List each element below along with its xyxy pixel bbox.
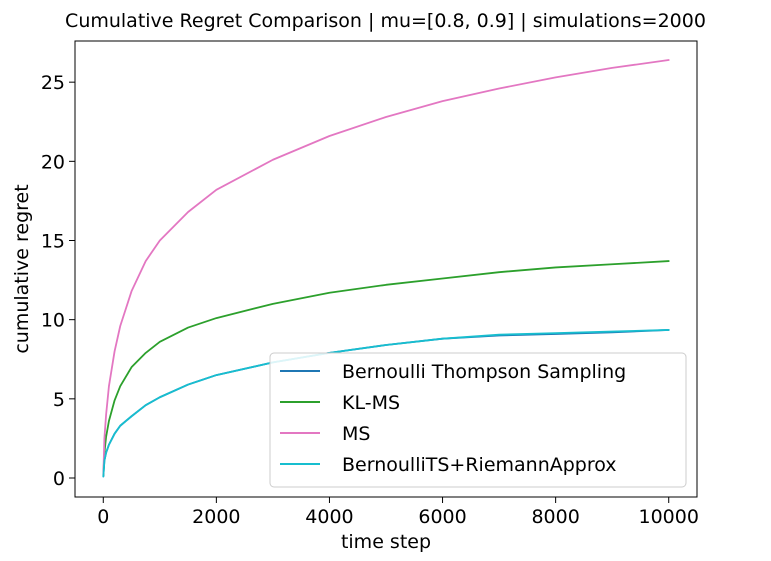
x-axis-label: time step (341, 531, 431, 553)
legend-label: Bernoulli Thompson Sampling (342, 361, 626, 383)
y-tick-label: 0 (53, 468, 65, 490)
y-tick-label: 15 (41, 231, 65, 253)
legend-label: KL-MS (342, 392, 400, 414)
plot-area (102, 59, 670, 478)
y-tick-label: 25 (41, 72, 65, 94)
legend: Bernoulli Thompson Sampling KL-MS MS Bernou… (269, 352, 687, 488)
x-tick-label: 4000 (305, 506, 353, 528)
chart-title: Cumulative Regret Comparison | mu=[0.8, … (65, 10, 706, 32)
series-line-3 (102, 59, 670, 476)
series-line-4 (102, 329, 670, 478)
x-tick-label: 0 (97, 506, 109, 528)
x-tick-label: 6000 (418, 506, 466, 528)
x-tick-label: 10000 (639, 506, 699, 528)
y-tick-label: 20 (41, 151, 65, 173)
x-tick-label: 8000 (531, 506, 579, 528)
legend-label: BernoulliTS+RiemannApprox (342, 454, 617, 476)
series-line-2 (102, 260, 670, 477)
y-axis-label: cumulative regret (11, 184, 33, 353)
y-axis: 0 5 10 15 20 25 (41, 72, 75, 490)
legend-label: MS (342, 423, 370, 445)
axes-frame (74, 40, 698, 498)
y-tick-label: 10 (41, 310, 65, 332)
y-tick-label: 5 (53, 389, 65, 411)
x-axis: 0 2000 4000 6000 8000 10000 (97, 497, 699, 528)
legend-box (269, 352, 687, 488)
x-tick-label: 2000 (192, 506, 240, 528)
